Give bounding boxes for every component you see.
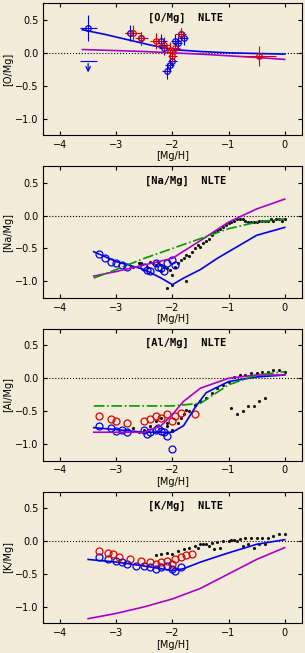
Y-axis label: [Na/Mg]: [Na/Mg] xyxy=(3,212,13,251)
X-axis label: [Mg/H]: [Mg/H] xyxy=(156,314,189,324)
Y-axis label: [K/Mg]: [K/Mg] xyxy=(3,541,13,573)
X-axis label: [Mg/H]: [Mg/H] xyxy=(156,477,189,486)
Y-axis label: [O/Mg]: [O/Mg] xyxy=(3,53,13,86)
X-axis label: [Mg/H]: [Mg/H] xyxy=(156,639,189,650)
Text: [O/Mg]  NLTE: [O/Mg] NLTE xyxy=(148,12,223,23)
X-axis label: [Mg/H]: [Mg/H] xyxy=(156,151,189,161)
Text: [Al/Mg]  NLTE: [Al/Mg] NLTE xyxy=(145,338,226,348)
Y-axis label: [Al/Mg]: [Al/Mg] xyxy=(3,377,13,412)
Text: [K/Mg]  NLTE: [K/Mg] NLTE xyxy=(148,501,223,511)
Text: [Na/Mg]  NLTE: [Na/Mg] NLTE xyxy=(145,176,226,185)
